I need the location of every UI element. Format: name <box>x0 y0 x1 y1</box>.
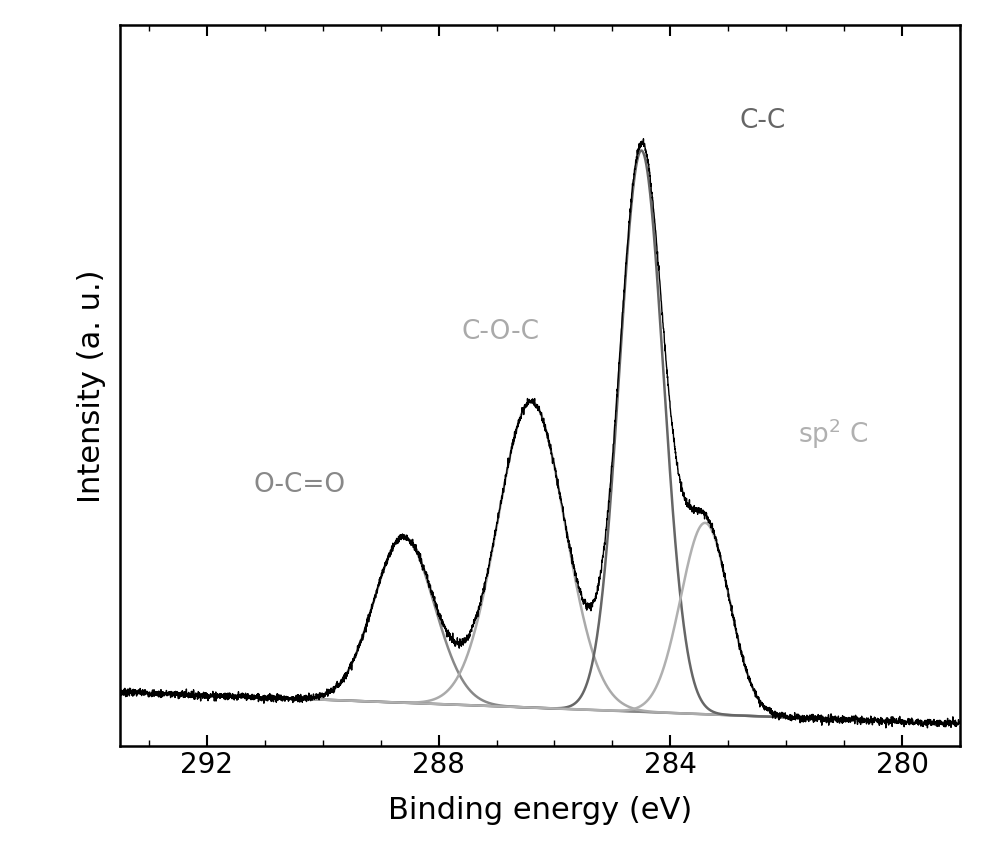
Y-axis label: Intensity (a. u.): Intensity (a. u.) <box>77 269 106 503</box>
X-axis label: Binding energy (eV): Binding energy (eV) <box>388 795 692 825</box>
Text: sp$^2$ C: sp$^2$ C <box>798 416 868 451</box>
Text: C-O-C: C-O-C <box>462 319 540 344</box>
Text: O-C=O: O-C=O <box>253 471 345 498</box>
Text: C-C: C-C <box>740 109 786 134</box>
